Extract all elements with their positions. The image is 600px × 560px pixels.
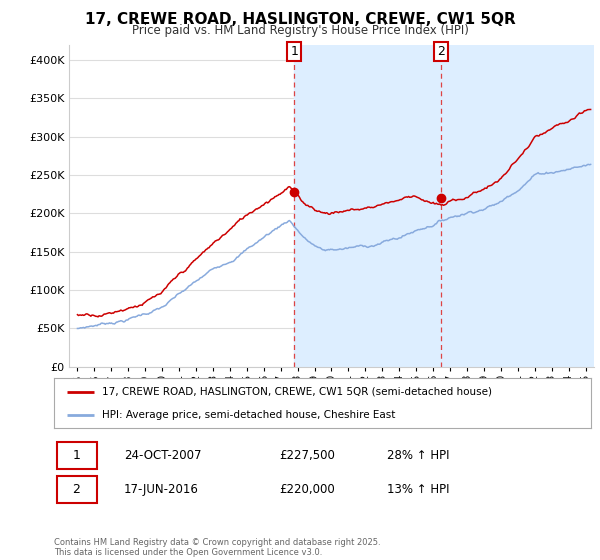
Text: 13% ↑ HPI: 13% ↑ HPI <box>387 483 449 496</box>
Text: 2: 2 <box>73 483 80 496</box>
Text: 17, CREWE ROAD, HASLINGTON, CREWE, CW1 5QR: 17, CREWE ROAD, HASLINGTON, CREWE, CW1 5… <box>85 12 515 27</box>
Text: HPI: Average price, semi-detached house, Cheshire East: HPI: Average price, semi-detached house,… <box>103 410 396 420</box>
Text: 28% ↑ HPI: 28% ↑ HPI <box>387 449 449 462</box>
Bar <box>441 45 594 367</box>
Text: 17-JUN-2016: 17-JUN-2016 <box>124 483 199 496</box>
FancyBboxPatch shape <box>56 476 97 503</box>
Text: Contains HM Land Registry data © Crown copyright and database right 2025.
This d: Contains HM Land Registry data © Crown c… <box>54 538 380 557</box>
Text: 2: 2 <box>437 45 445 58</box>
Bar <box>295 45 441 367</box>
Text: Price paid vs. HM Land Registry's House Price Index (HPI): Price paid vs. HM Land Registry's House … <box>131 24 469 36</box>
Text: 24-OCT-2007: 24-OCT-2007 <box>124 449 202 462</box>
Text: £220,000: £220,000 <box>280 483 335 496</box>
Text: 1: 1 <box>290 45 298 58</box>
Text: 17, CREWE ROAD, HASLINGTON, CREWE, CW1 5QR (semi-detached house): 17, CREWE ROAD, HASLINGTON, CREWE, CW1 5… <box>103 386 493 396</box>
FancyBboxPatch shape <box>56 442 97 469</box>
Text: £227,500: £227,500 <box>280 449 335 462</box>
Text: 1: 1 <box>73 449 80 462</box>
